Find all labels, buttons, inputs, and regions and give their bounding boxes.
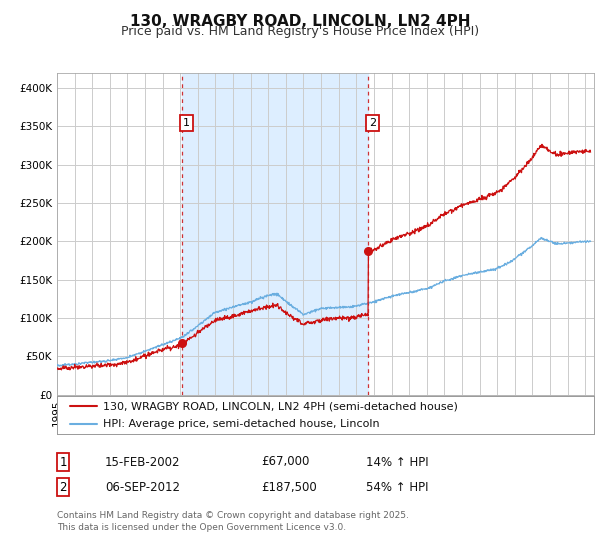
Bar (182, 73, 368, 395)
Text: 130, WRAGBY ROAD, LINCOLN, LN2 4PH (semi-detached house): 130, WRAGBY ROAD, LINCOLN, LN2 4PH (semi… (103, 401, 458, 411)
Text: £67,000: £67,000 (261, 455, 310, 469)
Text: HPI: Average price, semi-detached house, Lincoln: HPI: Average price, semi-detached house,… (103, 419, 379, 430)
Text: Contains HM Land Registry data © Crown copyright and database right 2025.: Contains HM Land Registry data © Crown c… (57, 511, 409, 520)
Text: £187,500: £187,500 (261, 480, 317, 494)
Text: This data is licensed under the Open Government Licence v3.0.: This data is licensed under the Open Gov… (57, 523, 346, 532)
Text: 1: 1 (59, 455, 67, 469)
Text: 2: 2 (59, 480, 67, 494)
Text: 15-FEB-2002: 15-FEB-2002 (105, 455, 181, 469)
Text: 1: 1 (183, 118, 190, 128)
Text: 06-SEP-2012: 06-SEP-2012 (105, 480, 180, 494)
Text: 2: 2 (369, 118, 376, 128)
Text: Price paid vs. HM Land Registry's House Price Index (HPI): Price paid vs. HM Land Registry's House … (121, 25, 479, 38)
Text: 54% ↑ HPI: 54% ↑ HPI (366, 480, 428, 494)
Text: 130, WRAGBY ROAD, LINCOLN, LN2 4PH: 130, WRAGBY ROAD, LINCOLN, LN2 4PH (130, 14, 470, 29)
Text: 14% ↑ HPI: 14% ↑ HPI (366, 455, 428, 469)
